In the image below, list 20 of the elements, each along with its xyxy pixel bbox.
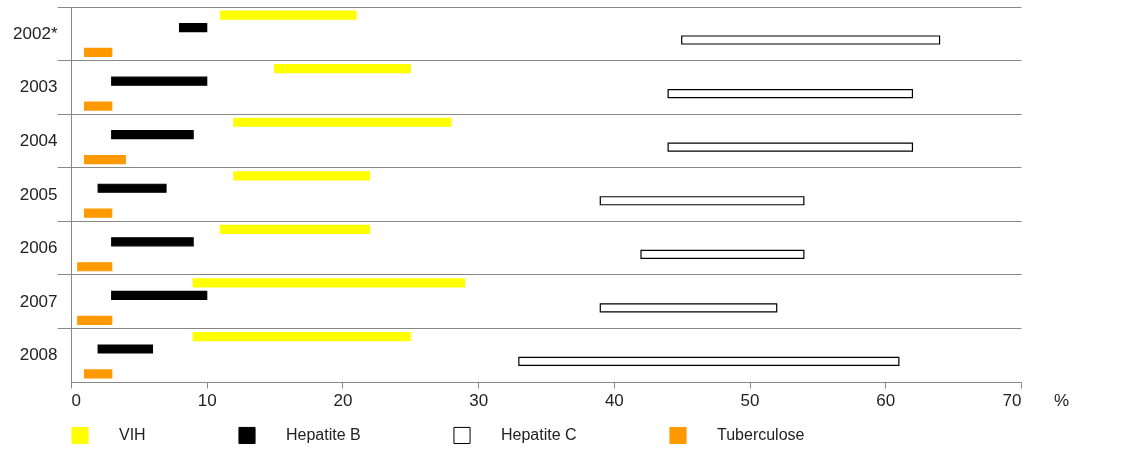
x-tick-label: 60 [876, 390, 896, 410]
x-tick-label: 50 [740, 390, 760, 410]
legend-label: VIH [119, 426, 146, 444]
x-axis-title: % [1053, 390, 1070, 410]
y-tick-label: 2004 [19, 130, 58, 150]
y-tick-label: 2005 [19, 184, 58, 204]
legend-label: Hepatite B [286, 426, 361, 444]
y-tick-label: 2003 [19, 77, 58, 97]
legend-label: Hepatite C [501, 426, 577, 444]
y-tick-label: 2008 [19, 345, 58, 365]
y-tick-label: 2007 [19, 291, 58, 311]
x-tick-label: 30 [469, 390, 489, 410]
x-tick-label: 10 [197, 390, 217, 410]
x-tick-label: 70 [1002, 390, 1022, 410]
x-tick-label: 40 [604, 390, 624, 410]
x-tick-label: 0 [71, 390, 81, 410]
legend-label: Tuberculose [717, 426, 805, 444]
y-tick-label: 2002* [13, 23, 58, 43]
y-tick-label: 2006 [19, 238, 58, 258]
x-tick-label: 20 [333, 390, 353, 410]
